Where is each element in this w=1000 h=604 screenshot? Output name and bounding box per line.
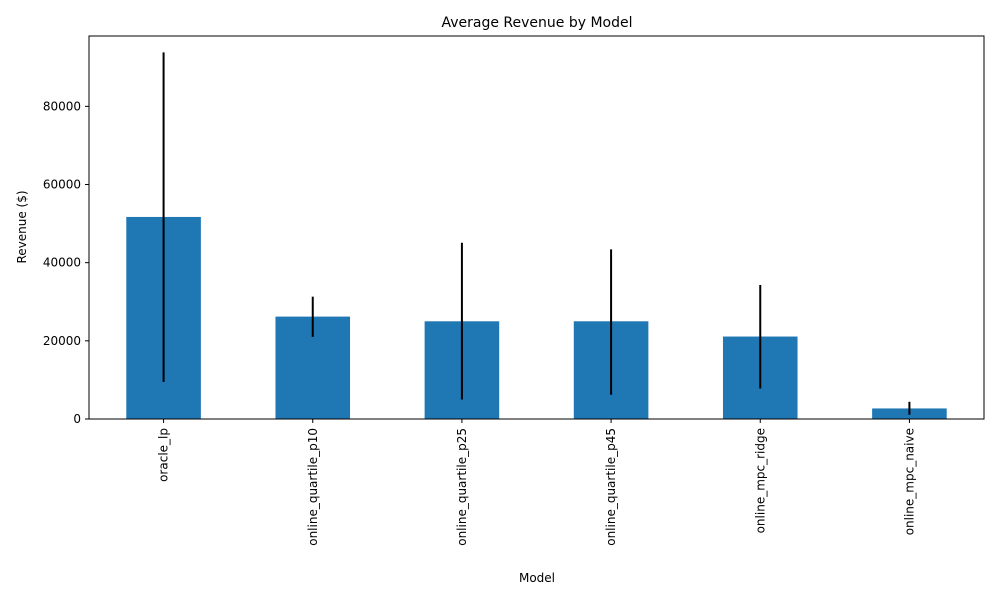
error-bars-layer <box>162 52 911 415</box>
y-tick-label: 20000 <box>43 334 81 348</box>
x-tick-label: online_mpc_ridge <box>753 428 767 533</box>
chart-title: Average Revenue by Model <box>441 15 632 31</box>
axes-layer: 0 20000 40000 60000 80000 oracle_lp online_qu… <box>43 35 985 546</box>
x-axis-ticks: oracle_lp online_quartile_p10 online_quart… <box>157 419 916 546</box>
y-tick-label: 0 <box>73 412 81 426</box>
x-tick-label: online_quartile_p25 <box>455 428 469 546</box>
x-tick-label: oracle_lp <box>157 428 171 482</box>
y-tick-label: 80000 <box>43 99 81 113</box>
x-tick-label: online_mpc_naive <box>902 428 916 535</box>
y-tick-label: 40000 <box>43 256 81 270</box>
x-tick-label: online_quartile_p45 <box>604 428 618 546</box>
x-tick-label: online_quartile_p10 <box>306 428 320 546</box>
axes-frame <box>88 35 985 420</box>
y-axis-ticks: 0 20000 40000 60000 80000 <box>43 99 89 426</box>
x-axis-label: Model <box>519 571 555 585</box>
y-tick-label: 60000 <box>43 178 81 192</box>
y-axis-label: Revenue ($) <box>15 190 29 263</box>
